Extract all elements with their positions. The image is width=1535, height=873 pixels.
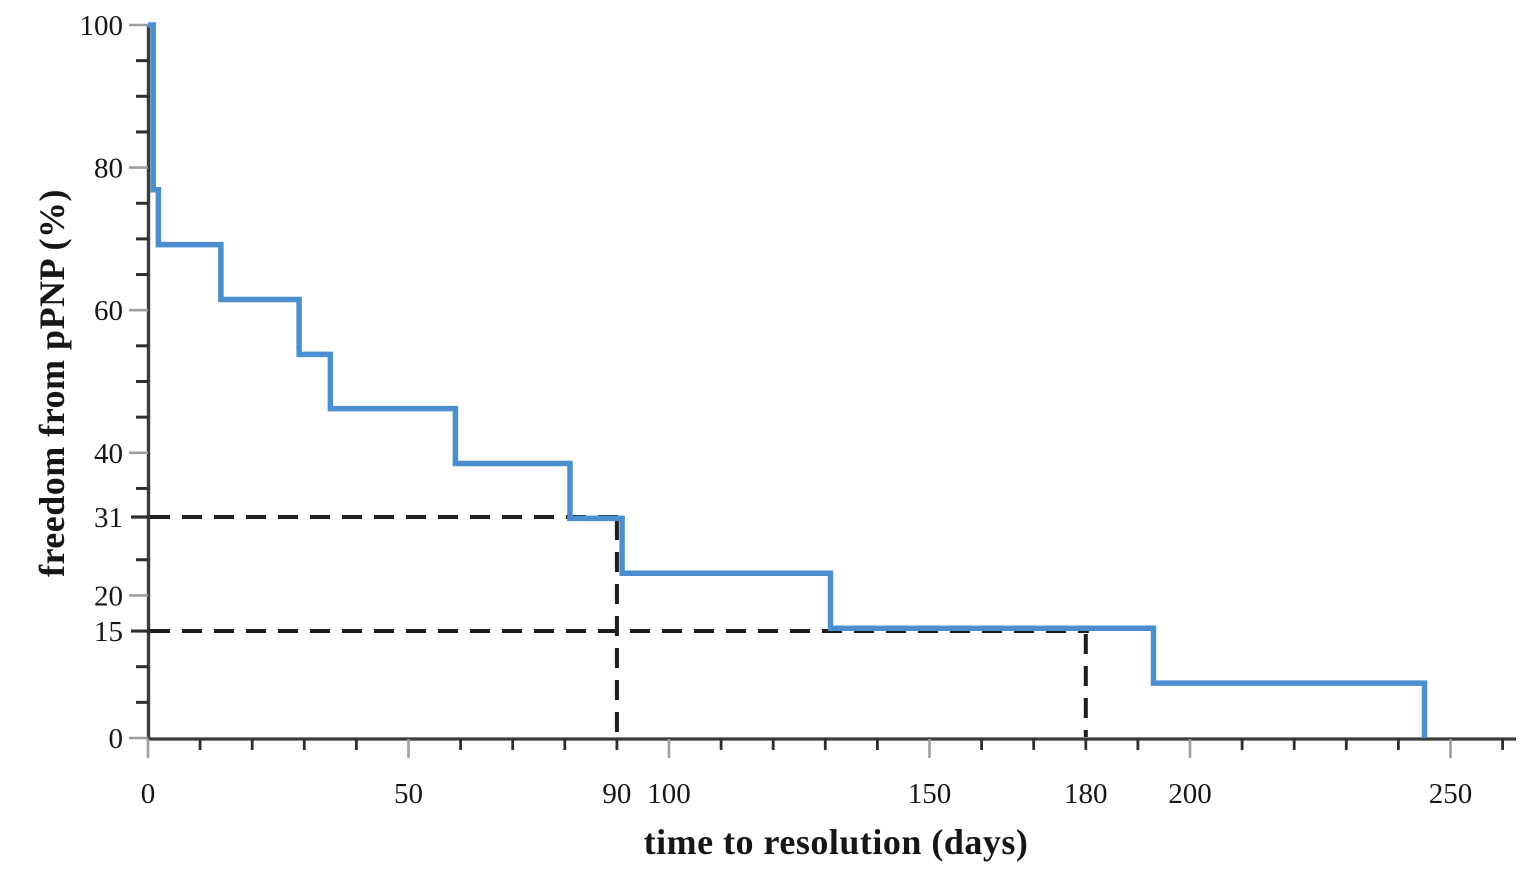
reference-lines: 31 90 15 180	[94, 502, 1108, 810]
x-axis-title: time to resolution (days)	[643, 822, 1029, 862]
y-reference-label: 31	[94, 502, 123, 534]
y-axis-ticks: 0 20 40 60 80 100	[80, 10, 149, 755]
y-tick-label: 20	[94, 580, 123, 612]
x-tick-label: 0	[141, 778, 156, 810]
survival-curve	[148, 22, 1428, 738]
x-tick-label: 50	[394, 778, 423, 810]
y-axis-title: freedom from pPNP (%)	[32, 188, 72, 578]
x-tick-label: 150	[908, 778, 952, 810]
x-tick-label: 250	[1429, 778, 1473, 810]
y-tick-label: 0	[109, 723, 124, 755]
y-tick-label: 40	[94, 438, 123, 470]
x-reference-label: 180	[1064, 778, 1108, 810]
x-tick-label: 200	[1168, 778, 1212, 810]
x-tick-label: 100	[647, 778, 691, 810]
y-tick-label: 60	[94, 295, 123, 327]
x-reference-label: 90	[602, 778, 631, 810]
survival-curve-group	[148, 22, 1428, 738]
y-tick-label: 80	[94, 153, 123, 185]
axes	[146, 24, 1516, 741]
y-tick-label: 100	[80, 10, 124, 42]
x-axis-ticks: 0 50 100 150 200 250	[141, 739, 1504, 810]
y-reference-label: 15	[94, 616, 123, 648]
